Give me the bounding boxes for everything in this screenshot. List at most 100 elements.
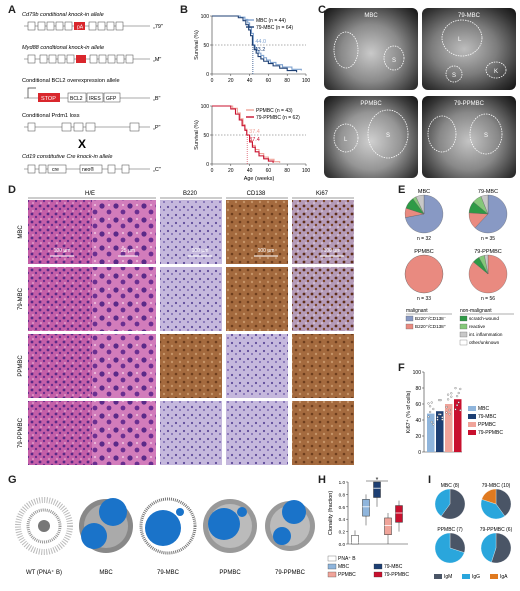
clonality-label-wt: WT (PNA⁺ B)	[26, 569, 62, 576]
ki67-point	[427, 415, 430, 418]
pie-slice	[434, 488, 451, 517]
organ-label: L	[458, 37, 462, 43]
legend-label: MBC (n = 44)	[256, 18, 286, 24]
panel-letter-a: A	[8, 4, 16, 16]
organ-label: K	[494, 69, 498, 75]
scalebar-label: 100 µm	[192, 248, 209, 254]
scalebar-label: 100 µm	[324, 248, 341, 254]
pie-slice	[480, 194, 489, 215]
organ-label: S	[452, 73, 456, 79]
ki67-point	[429, 410, 432, 414]
scalebar-label: 100 µm	[54, 248, 71, 254]
cross-symbol: X	[78, 137, 86, 151]
panel-letter-e: E	[398, 184, 406, 196]
pie-title: PPMBC	[414, 249, 434, 255]
ki67-point	[430, 421, 433, 424]
legend-label: MBC	[338, 564, 350, 570]
ki67-point	[441, 416, 444, 419]
y-tick-label: 0.8	[339, 492, 346, 497]
panel-i-isotype: MBC (8) 79-MBC (10) PPMBC (7) 79-PPMBC (6) I…	[430, 476, 518, 586]
panel-d-histology: H/E B220 CD138 Ki67	[14, 188, 396, 468]
ki67-point	[459, 409, 462, 412]
survival-chart-svg: 0 50 100 0 20 40 60 80 100 Survival (%) 44.0 MBC (n…	[194, 14, 311, 182]
legend-label: B220⁺/CD138⁺	[415, 324, 447, 329]
box	[351, 535, 359, 545]
legend-label: PPMBC	[338, 572, 356, 578]
y-tick-label: 0	[206, 72, 209, 78]
stain-label-b220: B220	[183, 191, 198, 197]
legend-label: B220⁺/CD138⁻	[415, 316, 447, 321]
isotype-pie-svg: MBC (8) 79-MBC (10) PPMBC (7) 79-PPMBC (6) I…	[434, 483, 513, 580]
legend-label: IgM	[444, 574, 452, 580]
pie-n-label: n = 32	[417, 236, 431, 242]
legend-swatch	[373, 571, 383, 578]
ct-ppmbc	[324, 96, 418, 178]
ki67-point	[447, 398, 450, 401]
panel-letter-i: I	[428, 474, 432, 486]
x-tick-label: 0	[211, 78, 214, 84]
x-tick-label: 80	[284, 168, 290, 174]
pie-slice	[495, 488, 512, 517]
ki67-point	[436, 418, 439, 421]
legend-label: PNA⁺ B	[338, 556, 356, 562]
survival-curve-1	[212, 105, 274, 163]
ki67-point	[457, 391, 460, 395]
median-annotation: 37.4	[249, 137, 260, 143]
x-tick-label: 40	[247, 168, 253, 174]
pie-title: MBC	[418, 189, 430, 195]
x-tick-label: 100	[302, 168, 311, 174]
y-tick-label: 0.6	[339, 505, 346, 510]
y-axis-label: Survival (%)	[194, 30, 200, 60]
legend-swatch	[327, 555, 337, 562]
pie-n-label: n = 35	[481, 236, 495, 242]
ki67-point	[445, 406, 448, 409]
panel-letter-d: D	[8, 184, 16, 196]
x-tick-label: 20	[228, 78, 234, 84]
pie-slice	[481, 488, 497, 505]
y-tick-label: 50	[203, 133, 209, 139]
stain-label-ki67: Ki67	[316, 191, 329, 197]
y-tick-label: 0.2	[339, 530, 346, 535]
allele-tag-c: „C"	[153, 167, 161, 173]
legend-swatch	[327, 563, 337, 570]
y-tick-label: 80	[415, 386, 421, 392]
pie-slice	[404, 254, 444, 294]
legend-label: MBC	[478, 406, 490, 412]
ct-mbc	[324, 8, 418, 90]
pie-slice	[434, 532, 465, 564]
ki67-point	[454, 408, 457, 411]
ki67-point	[447, 393, 450, 396]
box	[362, 499, 370, 517]
ki67-bar	[427, 413, 435, 452]
row-label-mbc: MBC	[18, 225, 24, 239]
allele-title-bcl2: Conditional BCL2 overexpression allele	[22, 78, 120, 84]
pie-title: 79-PPMBC (6)	[480, 527, 513, 533]
ki67-point	[456, 395, 459, 398]
clonality-label-ppmbc: PPMBC	[219, 570, 241, 576]
pie-slice	[415, 194, 425, 215]
allele-title-myd88: Myd88 conditional knock-in allele	[22, 45, 104, 51]
legend-swatch	[434, 574, 442, 579]
ki67-point	[439, 413, 442, 416]
legend-label: 79-PPMBC	[478, 430, 503, 436]
pie-title: 79-MBC	[478, 189, 498, 195]
ki67-point	[436, 416, 439, 419]
panel-letter-c: C	[318, 4, 326, 16]
legend-label: 79-PPMBC	[384, 572, 409, 578]
y-tick-label: 0	[418, 450, 421, 456]
x-tick-label: 60	[266, 168, 272, 174]
legend-label: 79-MBC (n = 64)	[256, 25, 293, 31]
box	[373, 481, 381, 498]
panel-a-allele-diagrams: Cd79b conditional knock-in allele pA „79…	[22, 6, 182, 180]
ki67-point	[445, 411, 448, 414]
ct-label-79-mbc: 79-MBC	[458, 13, 481, 19]
pie-title: 79-MBC (10)	[482, 483, 511, 489]
organ-label: S	[484, 133, 488, 139]
legend-swatch	[462, 574, 470, 579]
pa-label: pA	[77, 25, 84, 31]
median-annotation: 37.4	[249, 129, 260, 135]
legend-label: PPMBC (n = 43)	[256, 108, 293, 114]
legend-swatch	[327, 571, 337, 578]
ki67-point	[432, 407, 435, 411]
x-tick-label: 20	[228, 168, 234, 174]
